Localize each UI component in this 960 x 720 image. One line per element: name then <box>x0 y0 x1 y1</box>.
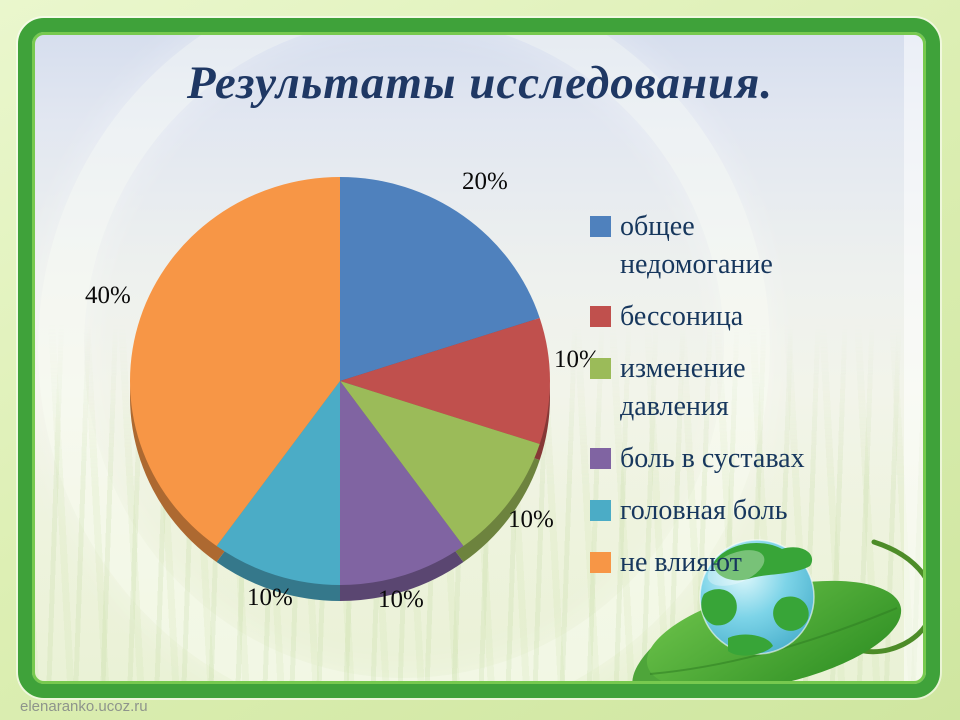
pie-percent-label: 40% <box>85 282 131 309</box>
legend-color-swatch <box>590 216 611 237</box>
globe-image <box>699 539 815 656</box>
legend-item: изменение давления <box>590 350 920 426</box>
pie-slice-1 <box>340 317 550 445</box>
pie-slice-5 <box>129 177 340 547</box>
legend-color-swatch <box>590 552 611 573</box>
legend-item: бессоница <box>590 298 920 336</box>
pie-percent-label: 10% <box>508 506 554 533</box>
legend-label: общее недомогание <box>620 211 773 280</box>
legend-label: боль в суставах <box>620 443 805 474</box>
pie-slice-0 <box>340 177 540 381</box>
pie-percent-label: 20% <box>462 168 508 195</box>
legend-item: головная боль <box>590 492 920 530</box>
watermark-url: elenaranko.ucoz.ru <box>20 698 148 715</box>
pie-slice-4 <box>216 381 340 585</box>
slide-content: Результаты исследования. 20% 10% 10% 10%… <box>32 32 928 684</box>
legend-item: общее недомогание <box>590 208 920 284</box>
legend-label: головная боль <box>620 495 788 526</box>
chart-legend: общее недомогание бессоница изменение да… <box>590 208 920 582</box>
globe-on-leaf-image <box>632 539 927 684</box>
legend-color-swatch <box>590 306 611 327</box>
legend-item: боль в суставах <box>590 440 920 478</box>
legend-color-swatch <box>590 500 611 521</box>
slide-title: Результаты исследования. <box>186 57 774 109</box>
legend-color-swatch <box>590 358 611 379</box>
legend-label: бессоница <box>620 301 744 332</box>
legend-label: не влияют <box>620 547 742 578</box>
legend-label: изменение давления <box>620 353 746 422</box>
pie-chart <box>129 177 550 601</box>
pie-slice-2 <box>340 381 540 547</box>
pie-percent-label: 10% <box>247 584 293 611</box>
pie-percent-label: 10% <box>378 586 424 613</box>
legend-color-swatch <box>590 448 611 469</box>
legend-item: не влияют <box>590 544 920 582</box>
pie-slice-3 <box>340 381 464 585</box>
